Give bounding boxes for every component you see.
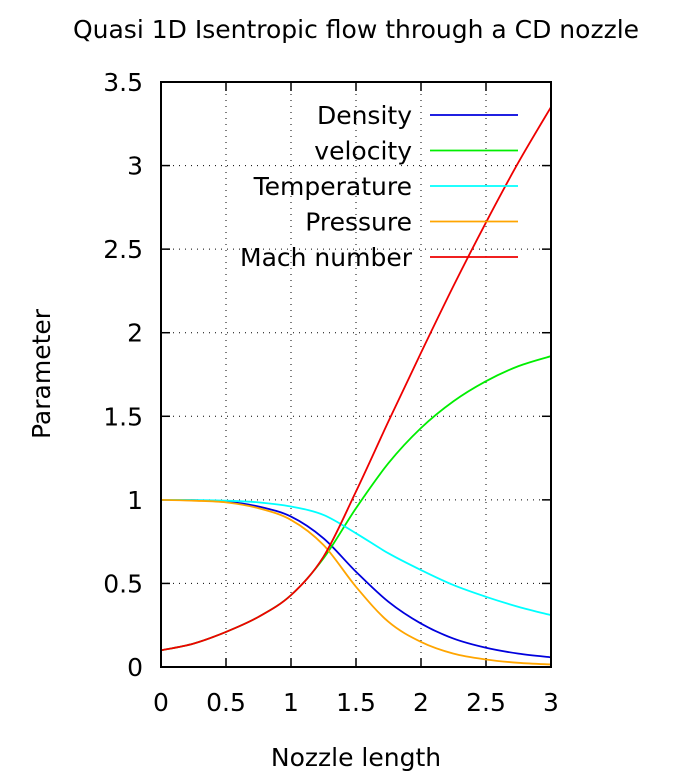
y-tick-label: 3 [127,152,143,181]
x-tick-label: 1 [283,688,299,717]
legend-label-density: Density [317,101,412,130]
plot-frame [160,81,552,668]
legend-label-mach-number: Mach number [240,243,413,272]
x-tick-label: 0.5 [206,688,246,717]
legend: Density velocity Temperature Pressure Mach n… [240,101,518,272]
y-tick-label: 3.5 [103,68,143,97]
y-tick-label: 2.5 [103,235,143,264]
grid-lines [161,82,551,667]
x-axis-label: Nozzle length [271,743,441,772]
chart-title: Quasi 1D Isentropic flow through a CD no… [73,15,639,44]
y-tick-label: 2 [127,319,143,348]
y-tick-label: 1.5 [103,402,143,431]
x-tick-label: 0 [153,688,169,717]
legend-label-pressure: Pressure [305,208,412,237]
x-tick-label: 1.5 [336,688,376,717]
y-axis-label: Parameter [27,308,56,439]
y-tick-label: 0.5 [103,569,143,598]
y-tick-label: 1 [127,486,143,515]
y-tick-label: 0 [127,653,143,682]
legend-label-temperature: Temperature [253,172,412,201]
series-line-pressure [160,498,552,666]
x-tick-label: 3 [543,688,559,717]
x-tick-label: 2 [413,688,429,717]
axis-ticks: 0 0.5 1 1.5 2 2.5 3 0 0.5 1 1.5 2 2.5 3 3.5 [103,68,559,717]
series-line-temperature [160,498,552,617]
legend-label-velocity: velocity [314,137,412,166]
x-tick-label: 2.5 [466,688,506,717]
